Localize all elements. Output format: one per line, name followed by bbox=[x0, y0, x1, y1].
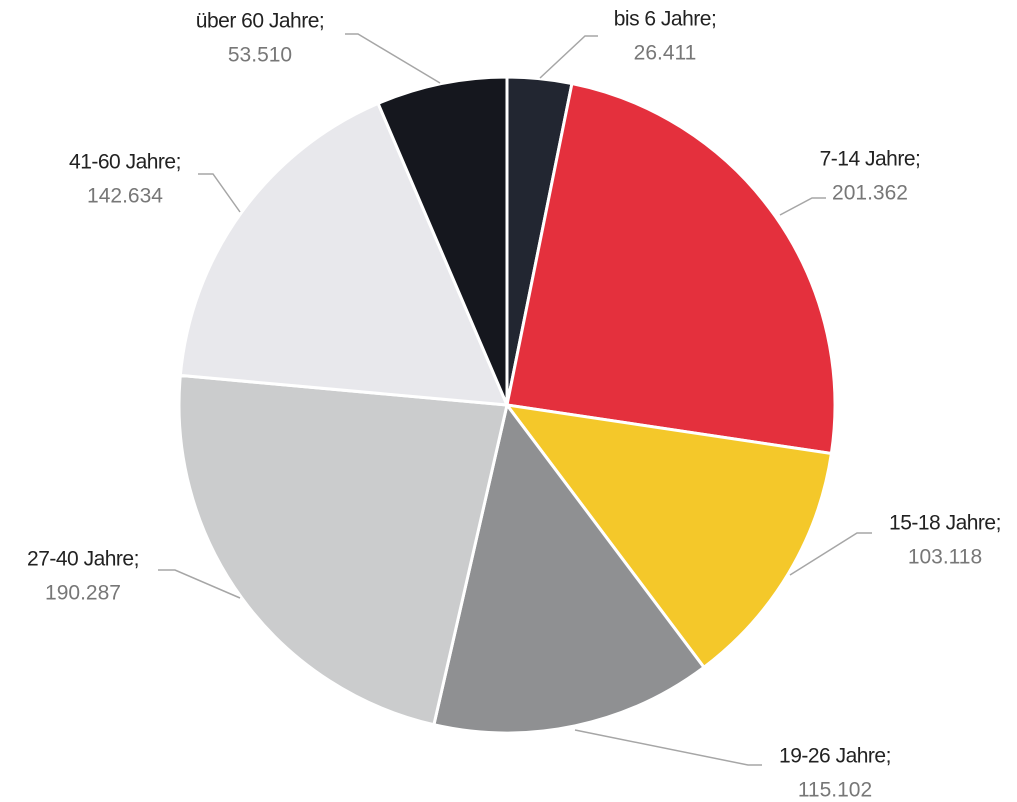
slice-value: 26.411 bbox=[634, 42, 697, 65]
leader-line bbox=[574, 729, 762, 766]
leader-line bbox=[198, 173, 241, 213]
leader-line bbox=[789, 532, 872, 576]
pie-slice bbox=[505, 403, 833, 669]
leader-line bbox=[158, 569, 241, 599]
leader-line bbox=[345, 33, 441, 84]
pie-slice bbox=[177, 373, 509, 727]
slice-label: 19-26 Jahre; bbox=[779, 745, 891, 768]
slice-label: 41-60 Jahre; bbox=[69, 151, 181, 174]
slice-label: über 60 Jahre; bbox=[196, 10, 324, 33]
slice-label: 15-18 Jahre; bbox=[889, 512, 1001, 535]
slice-value: 201.362 bbox=[832, 182, 908, 205]
slice-value: 142.634 bbox=[87, 185, 163, 208]
leader-line bbox=[539, 35, 598, 79]
slice-label: 7-14 Jahre; bbox=[820, 148, 921, 171]
slice-value: 190.287 bbox=[45, 582, 121, 605]
leader-line bbox=[779, 197, 826, 216]
pie-slice bbox=[178, 101, 509, 407]
pie-slice bbox=[376, 75, 509, 407]
slice-label: 27-40 Jahre; bbox=[27, 548, 139, 571]
pie-slice bbox=[432, 403, 706, 735]
slice-value: 103.118 bbox=[908, 546, 982, 569]
slice-value: 53.510 bbox=[228, 44, 292, 67]
slice-label: bis 6 Jahre; bbox=[614, 8, 717, 31]
slice-value: 115.102 bbox=[798, 779, 872, 802]
pie-slice bbox=[505, 81, 837, 456]
